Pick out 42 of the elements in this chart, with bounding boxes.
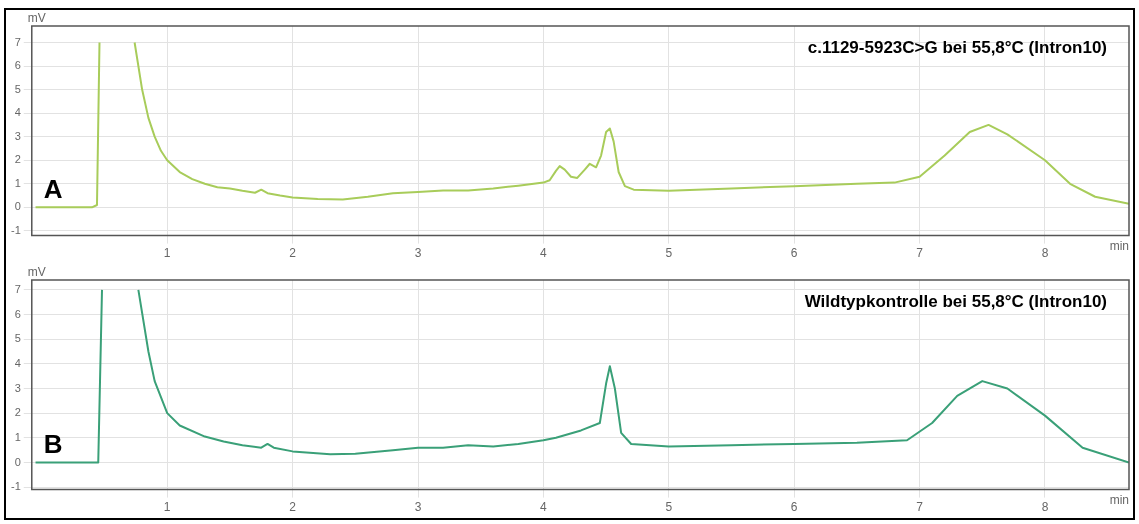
x-tick-label: 7	[916, 246, 924, 261]
y-tick-label: 2	[14, 406, 21, 419]
y-axis-title: mV	[27, 11, 46, 26]
y-tick-label: 3	[14, 381, 21, 394]
x-axis-title: min	[1109, 492, 1129, 507]
annotation: B	[43, 428, 63, 459]
y-tick-label: 3	[14, 129, 21, 142]
annotation: A	[43, 173, 63, 204]
x-tick-label: 1	[163, 500, 171, 515]
y-tick-label: 6	[14, 59, 21, 72]
y-tick-label: 5	[14, 82, 21, 95]
y-tick-label: 4	[14, 356, 21, 369]
y-tick-label: 1	[14, 176, 21, 189]
x-tick-label: 6	[790, 500, 798, 515]
y-tick-label: 5	[14, 332, 21, 345]
y-tick-label: 4	[14, 106, 21, 119]
y-tick-label: 1	[14, 430, 21, 443]
x-tick-label: 7	[916, 500, 924, 515]
y-tick-label: 0	[14, 200, 21, 213]
text: Wildtypkontrolle bei 55,8°C (Intron10)	[804, 292, 1107, 312]
x-tick-label: 8	[1041, 246, 1049, 261]
x-tick-label: 4	[540, 246, 548, 261]
x-tick-label: 3	[414, 246, 422, 261]
y-axis-title: mV	[27, 265, 46, 280]
x-tick-label: 6	[790, 246, 798, 261]
x-axis-title: min	[1109, 238, 1129, 253]
y-tick-label: -1	[11, 223, 21, 236]
x-tick-label: 4	[540, 500, 548, 515]
text: c.1129-5923C>G bei 55,8°C (Intron10)	[807, 38, 1107, 58]
y-tick-label: 7	[14, 282, 21, 295]
y-tick-label: 2	[14, 153, 21, 166]
x-tick-label: 2	[289, 246, 297, 261]
x-tick-label: 3	[414, 500, 422, 515]
y-tick-label: -1	[11, 480, 21, 493]
x-tick-label: 1	[163, 246, 171, 261]
x-tick-label: 5	[665, 246, 673, 261]
x-tick-label: 2	[289, 500, 297, 515]
x-tick-label: 8	[1041, 500, 1049, 515]
y-tick-label: 6	[14, 307, 21, 320]
y-tick-label: 7	[14, 35, 21, 48]
x-tick-label: 5	[665, 500, 673, 515]
y-tick-label: 0	[14, 455, 21, 468]
